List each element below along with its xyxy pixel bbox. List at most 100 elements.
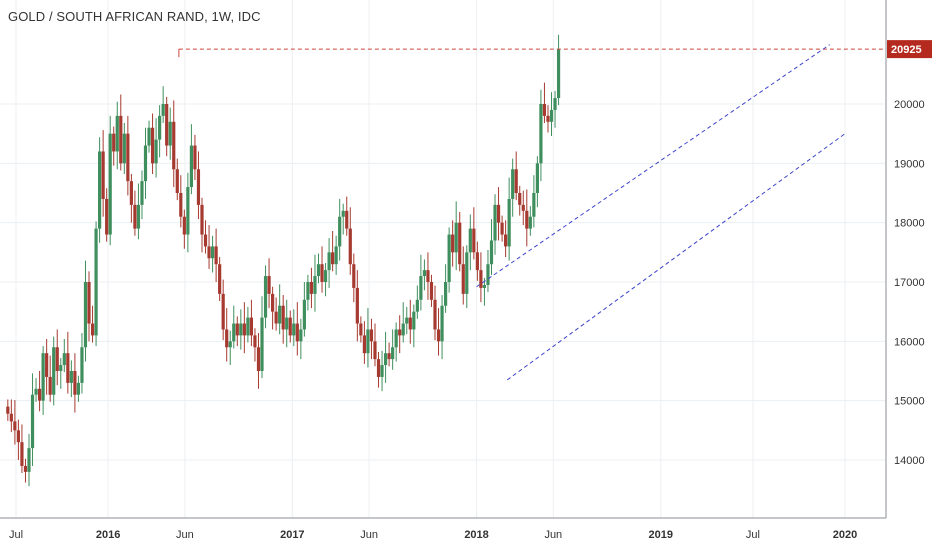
candle-body [253, 335, 257, 348]
candle-body [546, 115, 550, 122]
channel-line-1 [476, 44, 830, 288]
candle-body [355, 287, 359, 324]
candle-body [271, 293, 275, 312]
candle-body [105, 198, 109, 235]
candle-body [528, 216, 532, 229]
candle-body [133, 204, 137, 229]
candle-body [475, 252, 479, 271]
candle-body [221, 293, 225, 330]
candle-body [6, 406, 10, 414]
candle-body [83, 282, 88, 348]
candle-body [556, 49, 561, 99]
candle-body [115, 115, 119, 152]
candle-body [348, 228, 352, 265]
y-tick-label: 14000 [894, 455, 925, 467]
candle-body [539, 104, 543, 164]
candle-body [150, 127, 155, 164]
candle-body [422, 270, 427, 277]
candle-body [553, 98, 557, 110]
candle-body [165, 104, 169, 146]
x-tick-label: 2016 [96, 529, 120, 541]
candle-body [193, 145, 197, 170]
y-tick-label: 16000 [894, 336, 925, 348]
x-tick-label: Jul [9, 529, 23, 541]
candle-body [52, 347, 56, 395]
candle-body [239, 323, 243, 336]
candle-body [433, 299, 437, 330]
candle-body [235, 323, 239, 336]
candle-body [387, 353, 391, 360]
candle-body [331, 252, 335, 265]
x-tick-label: 2017 [280, 529, 304, 541]
candle-body [398, 329, 402, 336]
candle-body [189, 145, 193, 188]
candle-body [472, 228, 476, 253]
candle-body [210, 246, 215, 259]
candle-body [482, 284, 487, 288]
candle-body [313, 276, 317, 294]
candle-body [405, 317, 409, 324]
candle-body [309, 282, 314, 294]
y-tick-label: 17000 [894, 277, 925, 289]
candle-body [27, 448, 31, 472]
y-tick-label: 15000 [894, 396, 925, 408]
candle-body [228, 341, 232, 348]
candle-body [263, 276, 268, 318]
last-price-label: 20925 [891, 44, 922, 56]
candle-body [366, 329, 370, 354]
candle-body [256, 347, 261, 371]
candle-body [225, 329, 229, 348]
candle-body [338, 216, 342, 247]
candle-body [200, 204, 204, 235]
candle-body [182, 216, 186, 235]
candle-body [461, 264, 465, 294]
candle-body [362, 335, 366, 354]
candle-body [23, 465, 28, 472]
candle-body [66, 353, 70, 383]
candle-body [122, 133, 126, 164]
candle-body [80, 347, 84, 383]
candle-body [426, 270, 430, 282]
candle-body [302, 299, 306, 330]
x-tick-label: Jul [746, 529, 760, 541]
x-tick-label: Jun [544, 529, 562, 541]
candle-body [274, 311, 278, 324]
candle-body [288, 317, 292, 336]
candle-body [415, 299, 419, 312]
x-tick-label: Jun [176, 529, 194, 541]
channel-line-2 [506, 133, 846, 381]
candle-body [451, 234, 455, 253]
candle-body [429, 282, 434, 300]
candle-body [179, 193, 183, 217]
candle-body [101, 151, 105, 199]
candle-body [62, 353, 66, 366]
candle-body [143, 145, 148, 182]
candle-body [323, 270, 328, 282]
candle-body [246, 317, 250, 336]
candle-body [13, 421, 17, 431]
x-tick-label: 2020 [833, 529, 857, 541]
candle-body [500, 222, 504, 235]
candle-body [496, 204, 501, 223]
candle-body [76, 382, 81, 395]
candle-body [158, 115, 162, 140]
candle-body [493, 204, 497, 241]
candle-body [94, 228, 98, 336]
candle-body [352, 264, 356, 288]
candle-body [168, 121, 172, 146]
candle-body [345, 210, 349, 229]
candle-body [518, 193, 522, 205]
candle-body [468, 228, 472, 253]
candle-body [267, 276, 271, 294]
candle-body [34, 388, 38, 395]
candle-body [454, 222, 458, 253]
candle-body [55, 347, 59, 371]
candle-body [458, 222, 462, 265]
candle-body [48, 376, 52, 395]
candle-body [278, 305, 282, 324]
candle-body [196, 169, 201, 205]
candle-body [465, 252, 469, 294]
candle-body [549, 109, 554, 122]
candle-body [408, 317, 412, 330]
